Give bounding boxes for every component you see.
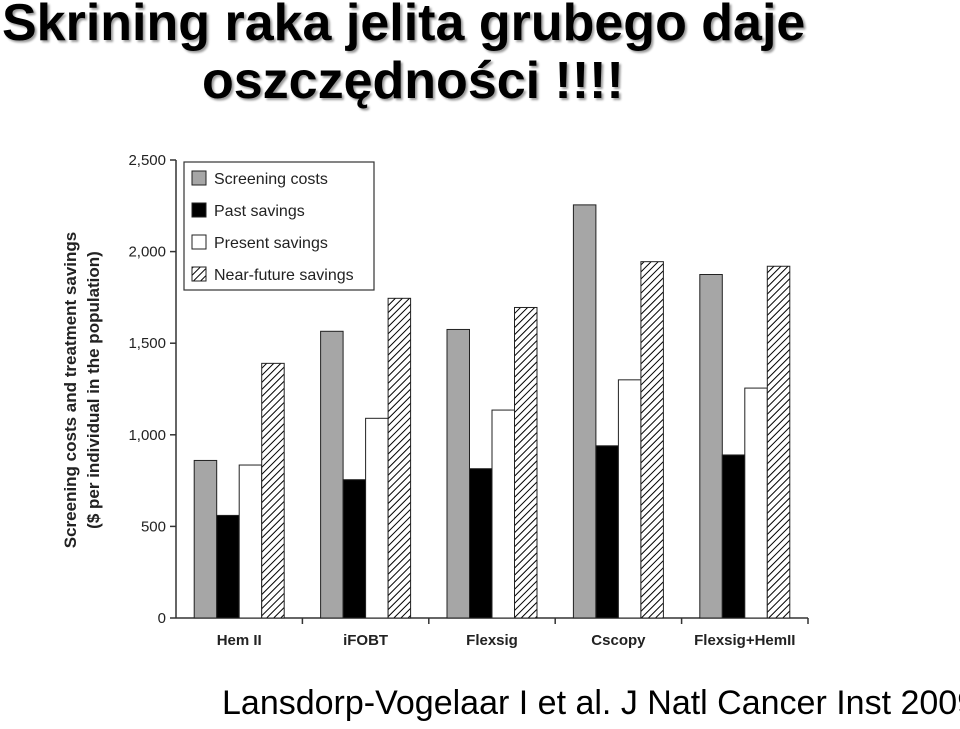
bar (617, 379, 642, 619)
bar (766, 265, 791, 619)
legend-swatch (191, 266, 207, 282)
legend-label: Screening costs (214, 171, 328, 188)
bar (699, 274, 723, 619)
bar (469, 468, 493, 619)
bar (640, 261, 664, 619)
bar (514, 306, 538, 619)
bar (261, 362, 285, 619)
bar-group (320, 297, 412, 619)
bar (342, 479, 367, 619)
slide-title-line-1: Skrining raka jelita grubego daje (2, 0, 806, 52)
plot-area: 0 500 1,000 1,500 2,000 2,500 Hem II iFOBT Flexs… (128, 152, 809, 649)
y-tick-label: 0 (158, 610, 166, 627)
y-axis-title-line-2: ($ per individual in the population) (84, 251, 103, 529)
bar (193, 459, 218, 619)
legend-label: Past savings (214, 203, 305, 220)
x-tick-label: Flexsig+HemII (694, 632, 795, 649)
slide-title-line-2: oszczędności !!!! (202, 52, 624, 110)
y-axis-title: Screening costs and treatment savings ($… (61, 232, 103, 549)
bar (216, 514, 240, 619)
citation: Lansdorp-Vogelaar I et al. J Natl Cancer… (222, 684, 960, 722)
bar (595, 445, 619, 619)
slide-title: Skrining raka jelita grubego daje oszczę… (0, 0, 960, 110)
bar (721, 454, 746, 619)
bar-group (572, 204, 664, 619)
y-tick-label: 2,500 (128, 152, 166, 169)
bar-group (699, 265, 791, 619)
x-tick-label: Flexsig (466, 632, 518, 649)
bar (744, 387, 768, 619)
x-tick-label: Cscopy (591, 632, 646, 649)
x-tick-label: iFOBT (343, 632, 388, 649)
bar (365, 417, 389, 619)
y-tick-label: 500 (141, 518, 166, 535)
y-tick-label: 2,000 (128, 244, 166, 261)
x-tick-label: Hem II (217, 632, 262, 649)
bar (320, 330, 344, 619)
legend-swatch (191, 170, 207, 186)
legend-label: Near-future savings (214, 267, 354, 284)
bar (572, 204, 597, 619)
legend-swatch (191, 202, 207, 218)
y-axis-title-line-1: Screening costs and treatment savings (61, 232, 80, 549)
legend-box (183, 161, 375, 291)
y-tick-label: 1,500 (128, 335, 166, 352)
bar (491, 409, 515, 619)
y-tick-label: 1,000 (128, 427, 166, 444)
bar (238, 464, 263, 619)
bar (387, 297, 412, 619)
bar-group (446, 306, 538, 619)
legend-swatch (191, 234, 207, 250)
bar (446, 328, 470, 619)
legend: Screening costs Past savings Present savin… (183, 161, 375, 291)
legend-label: Present savings (214, 235, 328, 252)
bar-group (193, 362, 285, 619)
